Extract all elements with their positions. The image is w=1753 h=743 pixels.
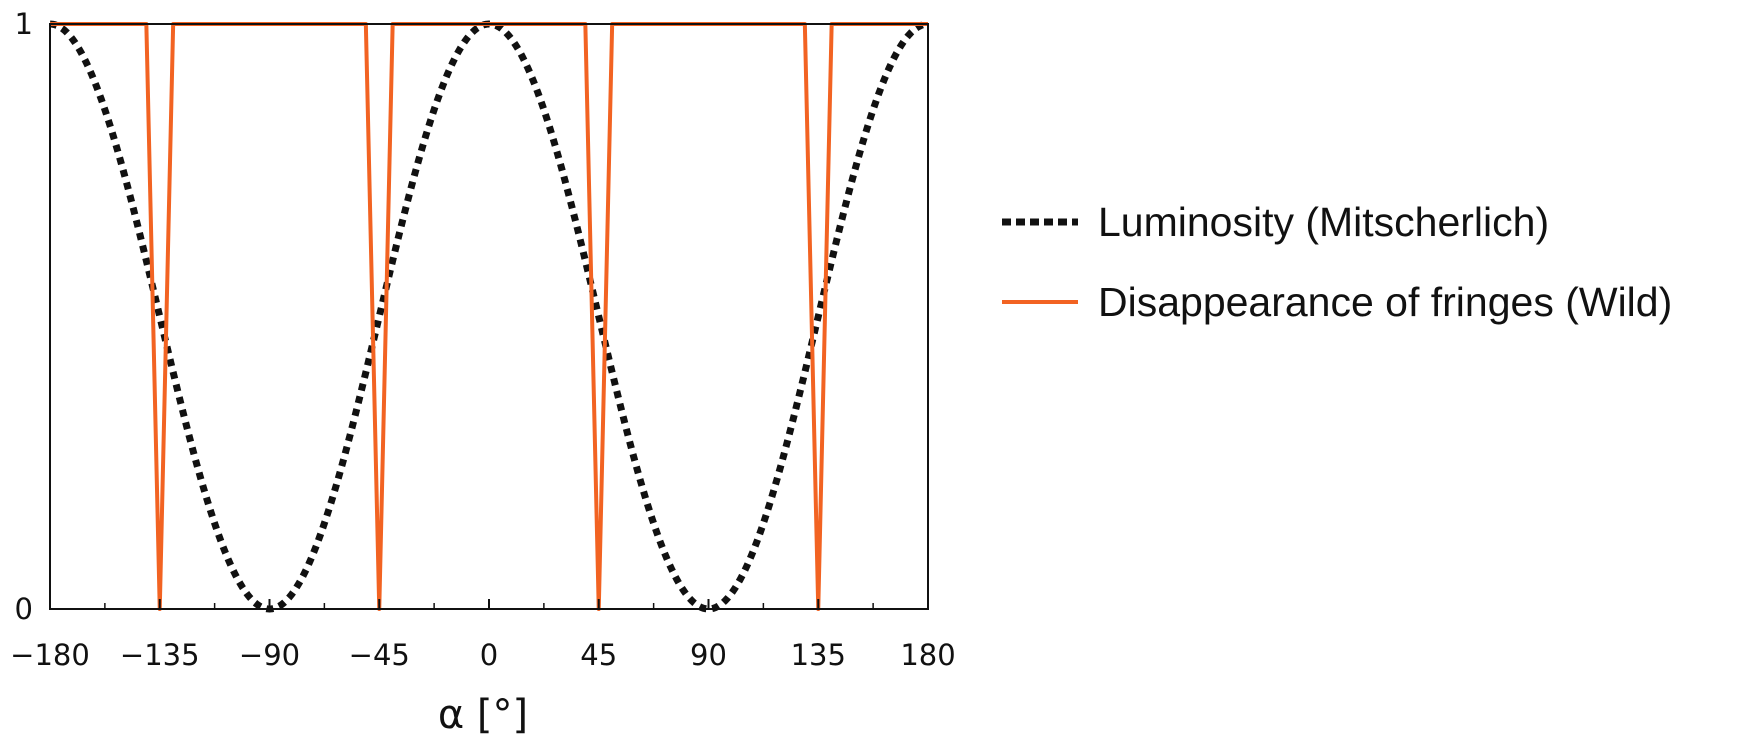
axes-layer <box>49 23 929 610</box>
legend-item: Luminosity (Mitscherlich) <box>1002 199 1549 245</box>
x-tick-label: 180 <box>900 638 955 672</box>
ticks-layer: −180 −135 −90 −45 0 45 90 135 180 0 1 <box>10 7 956 672</box>
x-axis-title: α [°] <box>438 692 528 738</box>
legend: Luminosity (Mitscherlich) Disappearance o… <box>1002 199 1672 325</box>
series-line-1 <box>48 20 930 613</box>
x-tick-label: 45 <box>580 638 617 672</box>
x-tick-label: 90 <box>690 638 727 672</box>
x-tick-label: −180 <box>10 638 90 672</box>
x-tick-label: −45 <box>349 638 410 672</box>
x-tick-label: 135 <box>791 638 846 672</box>
legend-item: Disappearance of fringes (Wild) <box>1002 279 1672 325</box>
plot-area <box>48 20 930 613</box>
x-tick-label: −135 <box>120 638 200 672</box>
legend-label: Luminosity (Mitscherlich) <box>1098 199 1549 245</box>
x-tick-label: 0 <box>480 638 498 672</box>
x-tick-label: −90 <box>239 638 300 672</box>
y-tick-label: 1 <box>15 7 33 41</box>
series-layer <box>48 20 930 613</box>
series-line-2 <box>50 22 928 611</box>
plot-frame <box>49 23 929 610</box>
legend-label: Disappearance of fringes (Wild) <box>1098 279 1672 325</box>
y-tick-label: 0 <box>15 592 33 626</box>
